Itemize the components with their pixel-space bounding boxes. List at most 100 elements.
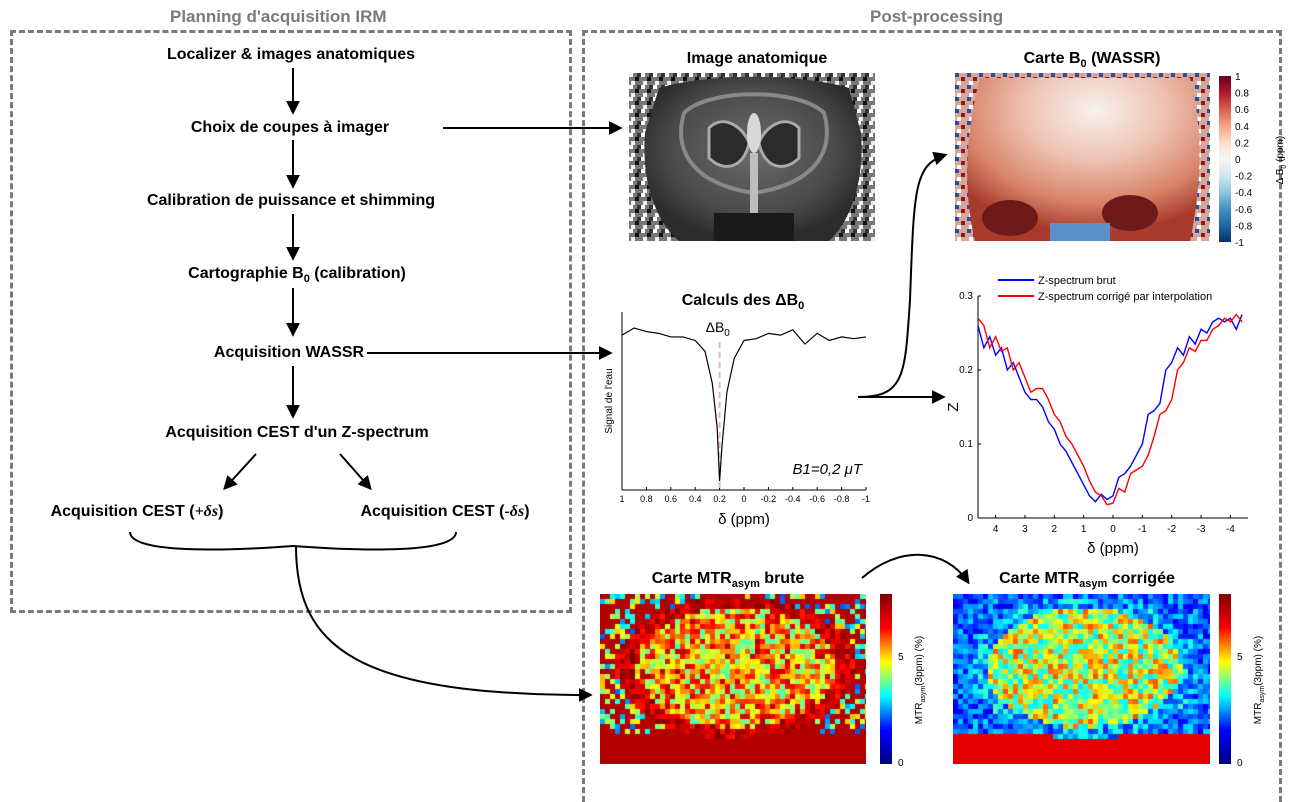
mtr-corr-colorbar-axis: 5 0 MTRasym(3ppm) (%) [1237,636,1266,769]
b0-colorbar-tick: -0.8 [1235,221,1253,232]
cest-plus-text: Acquisition CEST ( [50,503,195,520]
mtr-corr-tick-5: 5 [1237,652,1243,663]
calc-x-tick-label: -0.6 [809,494,825,504]
calc-x-tick-label: 0 [741,494,746,504]
b0-title-pre: Carte B [1023,50,1081,67]
mtr-corr-canvas [953,594,1210,764]
calc-x-label: δ (ppm) [718,511,770,528]
b0-colorbar-tick: -0.2 [1235,172,1253,183]
cest-minus-sym: -δs [504,503,525,520]
step-cartographie-b0-sub: 0 [303,273,310,286]
b0-colorbar-tick: 0.6 [1235,105,1249,116]
post-processing-section-title: Post-processing [870,7,1004,26]
calc-x-tick-label: 0.8 [640,494,653,504]
z-x-tick-label: 4 [993,524,999,535]
z-y-label: Z [945,402,962,411]
b0-colorbar-tick: -1 [1235,238,1244,249]
z-x-tick-label: 2 [1052,524,1058,535]
mtr-raw-tick-0: 0 [898,758,904,769]
step-acquisition-wassr: Acquisition WASSR [213,344,365,361]
calc-b1-annotation: B1=0,2 μT [792,461,863,478]
calc-title-sub: 0 [798,300,805,313]
cest-minus-close: ) [524,503,530,520]
b0-colorbar-tick: -0.6 [1235,205,1253,216]
mtr-corr-image [953,594,1210,764]
calc-title-pre: Calculs des ΔB [681,292,799,309]
step-acquisition-cest-plus: Acquisition CEST (+δs) [51,503,224,521]
z-raw-series-line [977,314,1243,503]
z-y-tick-label: 0.3 [959,291,973,302]
calc-y-label: Signal de l'eau [604,368,615,433]
z-y-tick-label: 0.2 [959,365,973,376]
anatomical-image-svg [629,73,875,241]
b0-colorbar-tick: -0.4 [1235,188,1253,199]
calc-x-tick-label: -0.4 [785,494,801,504]
b0-map-title: Carte B0 (WASSR) [1024,50,1161,70]
mtr-raw-colorbar-axis: 5 0 MTRasym(3ppm) (%) [898,636,927,769]
b0-title-sub: 0 [1080,58,1087,71]
planning-section-title: Planning d'acquisition IRM [170,7,387,26]
mtr-raw-title: Carte MTRasym brute [652,570,805,590]
calc-b0-title: Calculs des ΔB0 [682,292,805,312]
calc-x-tick-label: -0.8 [834,494,850,504]
z-x-tick-label: -1 [1138,524,1147,535]
cest-plus-sym: +δs [194,503,219,520]
b0-map-svg [955,73,1210,241]
planning-box [10,30,572,613]
calc-x-tick-label: 1 [619,494,624,504]
step-cartographie-b0-tail: (calibration) [309,265,406,282]
z-corrected-series-line [977,313,1243,506]
step-localizer: Localizer & images anatomiques [166,46,416,63]
mtr-raw-post: brute [759,570,805,587]
calc-x-tick-label: 0.2 [713,494,726,504]
mtr-raw-colorbar-label: MTRasym(3ppm) (%) [914,636,927,724]
z-x-tick-label: -3 [1197,524,1206,535]
mtr-corr-colorbar [1219,594,1231,764]
z-x-tick-label: 0 [1110,524,1116,535]
b0-colorbar-axis: 1 0.8 0.6 0.4 0.2 0 -0.2 -0.4 -0.6 -0.8 -1 Δ B0 (p… [1235,72,1288,249]
calc-x-tick-label: 0.4 [689,494,702,504]
b0-colorbar [1219,76,1231,242]
anat-image-title: Image anatomique [686,50,828,67]
z-spectrum-chart: 4 3 2 1 0 -1 -2 -3 -4 0 0.1 0.2 0.3 Z-spectrum brut Z-… [945,275,1248,557]
step-cartographie-b0-text: Cartographie B [188,265,304,282]
cest-minus-text: Acquisition CEST ( [360,503,505,520]
mtr-raw-colorbar [880,594,892,764]
z-x-tick-label: -2 [1167,524,1176,535]
calc-x-tick-label: 0.6 [665,494,678,504]
mtr-corr-sub: asym [1079,578,1108,591]
b0-map-image [955,73,1210,241]
mtr-raw-image [600,594,866,764]
z-x-tick-label: 3 [1022,524,1028,535]
mtr-corr-title: Carte MTRasym corrigée [999,570,1175,590]
mtr-raw-sub: asym [731,578,760,591]
calc-b0-chart: 1 0.8 0.6 0.4 0.2 0 -0.2 -0.4 -0.6 -0.8 -1 ΔB0 δ (pp… [604,312,870,528]
calc-b0-annotation: ΔB0 [706,319,731,339]
mtr-corr-tick-0: 0 [1237,758,1243,769]
b0-colorbar-tick: 0 [1235,155,1241,166]
calc-x-tick-label: -0.2 [761,494,777,504]
step-calibration-puissance: Calibration de puissance et shimming [146,192,436,209]
mtr-corr-colorbar-label: MTRasym(3ppm) (%) [1253,636,1266,724]
b0-colorbar-tick: 0.8 [1235,89,1249,100]
mtr-raw-tick-5: 5 [898,652,904,663]
b0-colorbar-tick: 1 [1235,72,1241,83]
mtr-corr-pre: Carte MTR [999,570,1080,587]
z-x-tick-label: -4 [1226,524,1235,535]
calc-x-tick-label: -1 [862,494,870,504]
z-x-label: δ (ppm) [1087,540,1139,557]
step-cartographie-b0: Cartographie B0 (calibration) [188,265,406,285]
mtr-raw-canvas [600,594,866,764]
mtr-corr-post: corrigée [1107,570,1175,587]
step-acquisition-cest-minus: Acquisition CEST (-δs) [360,503,529,521]
step-choix-coupes: Choix de coupes à imager [190,119,390,136]
calc-signal-line [621,327,867,482]
b0-colorbar-label: Δ B0 (ppm) [1275,136,1288,184]
b0-colorbar-tick: 0.4 [1235,122,1249,133]
step-acquisition-cest-z: Acquisition CEST d'un Z-spectrum [165,424,429,441]
z-y-tick-label: 0 [967,513,973,524]
z-legend-label: Z-spectrum corrigé par interpolation [1038,291,1212,303]
post-processing-box [582,30,1282,802]
b0-colorbar-tick: 0.2 [1235,138,1249,149]
